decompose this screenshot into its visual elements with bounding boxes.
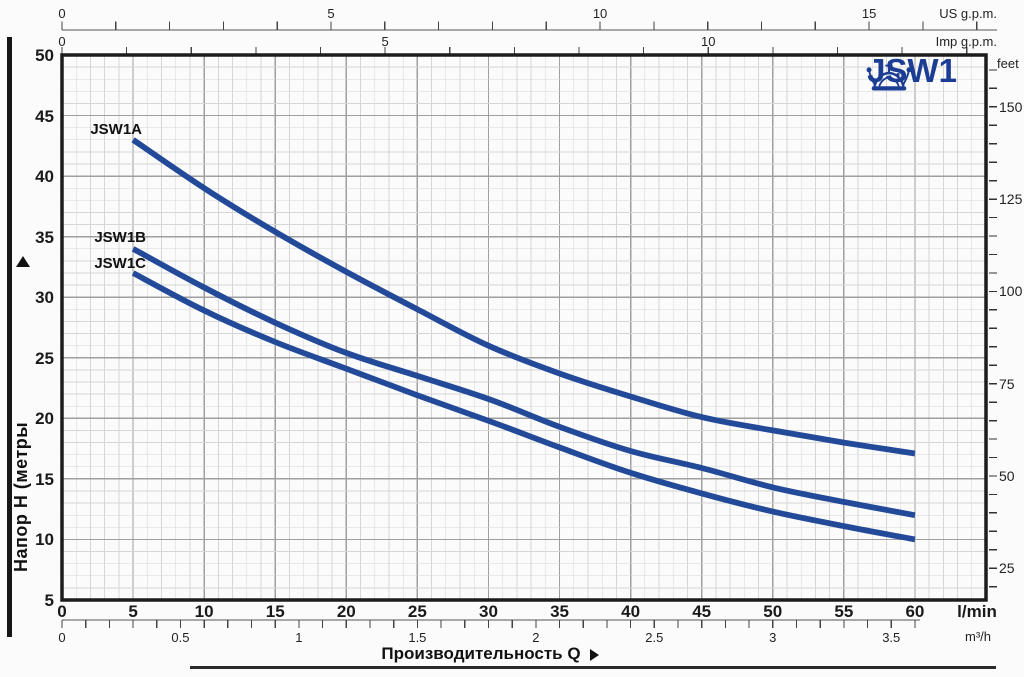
right-arrow-icon [589,648,599,661]
up-arrow-icon [16,256,30,267]
us-gpm-unit-label: US g.p.m. [939,6,997,21]
m3h-tick-label: 1 [295,630,303,645]
x-axis-tick-label: 40 [621,602,641,621]
lmin-unit-label: l/min [957,602,997,621]
us-gpm-tick-label: 5 [327,6,335,21]
curve-label-jsw1a: JSW1A [90,121,142,138]
bottom-rule [190,666,996,669]
y-axis-tick-label: 10 [35,530,54,550]
x-axis-tick-label: 25 [407,602,427,621]
curve-label-jsw1c: JSW1C [94,255,146,272]
crown-icon [866,61,912,91]
y-axis-title: Напор H (метры [11,421,31,572]
left-page-rule [7,37,12,637]
imp-gpm-tick-label: 10 [700,34,716,49]
y-axis-tick-label: 30 [35,288,54,308]
x-axis-title: Производительность Q [381,644,581,663]
imp-gpm-tick-label: 5 [381,34,389,49]
x-axis-tick-label: 60 [905,602,925,621]
y-axis-tick-label: 25 [35,348,54,368]
m3h-tick-label: 2 [532,630,540,645]
x-axis-tick-label: 35 [550,602,569,621]
feet-unit-label: feet [997,56,1019,71]
x-axis-tick-label: 15 [265,602,285,621]
y-axis-tick-label: 35 [35,227,54,247]
x-axis-tick-label: 10 [194,602,214,621]
curve-label-jsw1b: JSW1B [94,229,146,246]
y-axis-tick-label: 45 [35,106,54,126]
x-axis-title-wrap: Производительность Q [240,644,740,664]
m3h-tick-label: 2.5 [645,630,664,645]
y-axis-tick-label: 15 [35,469,54,489]
m3h-tick-label: 3 [769,630,777,645]
m3h-tick-label: 0.5 [171,630,190,645]
x-axis-tick-label: 50 [763,602,783,621]
y-axis-tick-label: 40 [35,167,54,187]
curve-jsw1b [131,246,916,519]
x-axis-tick-label: 30 [478,602,498,621]
curve-jsw1a [131,137,916,457]
us-gpm-tick-label: 0 [58,6,66,21]
feet-tick-label: 150 [999,98,1023,115]
m3h-tick-label: 0 [58,630,66,645]
curve-jsw1c [131,270,916,543]
x-axis-tick-label: 0 [57,602,67,621]
x-axis-tick-label: 5 [128,602,138,621]
m3h-tick-label: 3.5 [882,630,901,645]
y-axis-tick-label: 20 [35,409,54,429]
x-axis-tick-label: 45 [692,602,712,621]
us-gpm-tick-label: 10 [592,6,608,21]
y-axis-tick-label: 5 [44,591,54,610]
brand-logo: JSW1 [858,54,966,91]
x-axis-tick-label: 55 [834,602,854,621]
us-gpm-tick-label: 15 [861,6,877,21]
m3h-tick-label: 1.5 [408,630,427,645]
feet-tick-label: 50 [999,467,1015,484]
feet-tick-label: 125 [999,191,1023,208]
feet-tick-label: 25 [999,560,1015,577]
feet-tick-label: 100 [999,283,1023,300]
m3h-unit-label: m³/h [965,629,991,644]
imp-gpm-tick-label: 0 [58,34,66,49]
feet-tick-label: 75 [999,375,1015,392]
x-axis-tick-label: 20 [336,602,356,621]
y-axis-tick-label: 50 [35,46,54,65]
imp-gpm-unit-label: Imp g.p.m. [935,34,997,49]
